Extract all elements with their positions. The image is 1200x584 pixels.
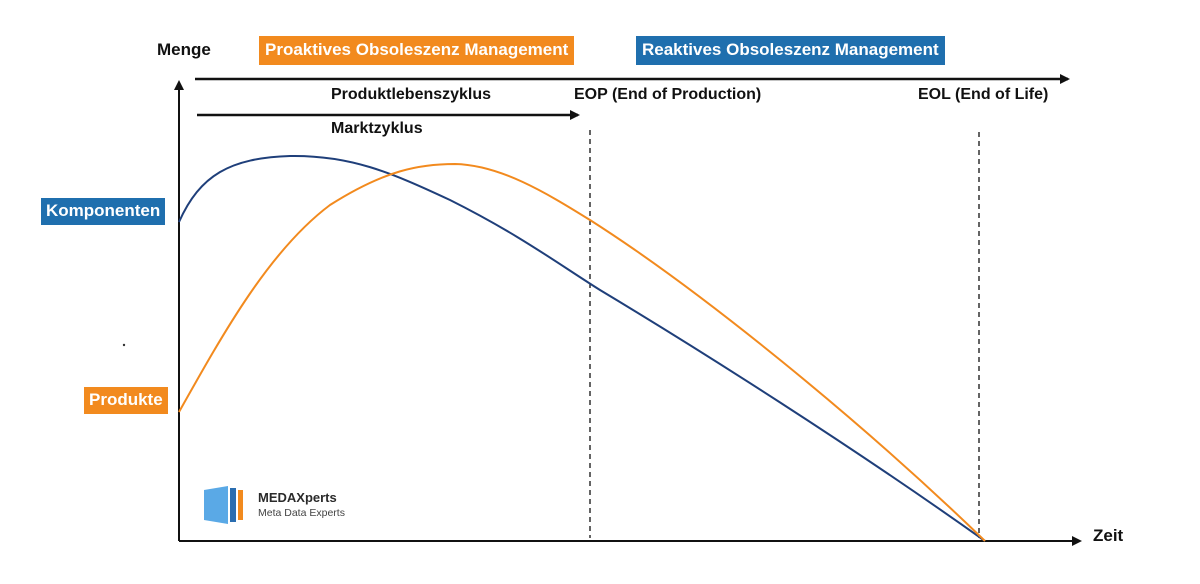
components-tag: Komponenten	[41, 198, 166, 225]
medaxperts-logo-icon	[204, 486, 243, 524]
medaxperts-logo: MEDAXperts Meta Data Experts	[202, 484, 362, 526]
x-axis-label: Zeit	[1093, 526, 1124, 545]
logo-tagline: Meta Data Experts	[258, 507, 345, 519]
logo-name: MEDAXperts	[258, 490, 337, 505]
proactive-banner: Proaktives Obsoleszenz Management	[259, 36, 575, 65]
market-cycle-label: Marktzyklus	[331, 120, 423, 137]
products-tag: Produkte	[84, 387, 168, 414]
stray-dot	[122, 343, 126, 347]
product-lifecycle-label: Produktlebenszyklus	[331, 86, 492, 103]
y-axis-label: Menge	[157, 40, 211, 59]
eop-label: EOP (End of Production)	[574, 86, 762, 103]
components-curve	[178, 154, 986, 542]
products-curve	[178, 162, 986, 542]
reactive-banner: Reaktives Obsoleszenz Management	[636, 36, 945, 65]
eol-label: EOL (End of Life)	[918, 86, 1049, 103]
